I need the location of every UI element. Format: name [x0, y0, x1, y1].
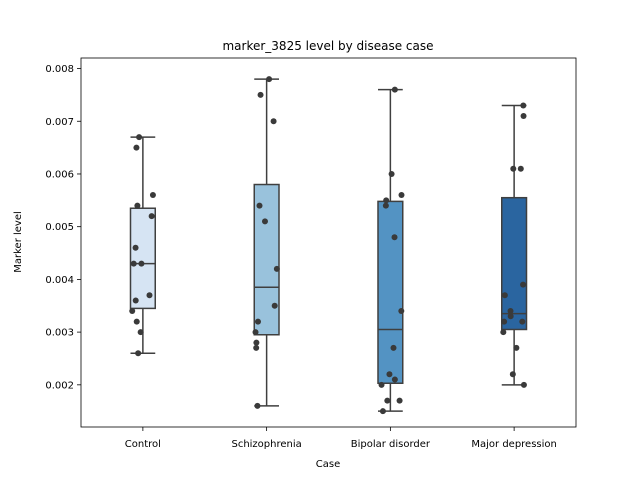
- data-point: [519, 318, 526, 325]
- data-point: [270, 118, 277, 125]
- data-point: [520, 381, 527, 388]
- data-point: [390, 344, 397, 351]
- plot-area: [129, 76, 528, 415]
- data-point: [253, 344, 260, 351]
- y-tick-label: 0.006: [45, 169, 74, 180]
- x-axis-title: Case: [316, 459, 340, 470]
- data-point: [386, 371, 393, 378]
- data-point: [129, 308, 136, 315]
- data-point: [261, 218, 268, 225]
- plot-frame: [80, 57, 577, 428]
- box: [377, 200, 404, 384]
- x-tick-label: Control: [125, 439, 161, 450]
- data-point: [391, 376, 398, 383]
- box: [129, 207, 156, 310]
- box: [253, 183, 280, 336]
- y-tick-label: 0.007: [45, 117, 74, 128]
- data-point: [391, 234, 398, 241]
- data-point: [398, 192, 405, 199]
- data-point: [130, 260, 137, 267]
- data-point: [271, 302, 278, 309]
- data-point: [509, 371, 516, 378]
- box: [501, 196, 528, 331]
- data-point: [520, 102, 527, 109]
- data-point: [253, 339, 260, 346]
- data-point: [257, 91, 264, 98]
- data-point: [134, 202, 141, 209]
- data-point: [252, 329, 259, 336]
- data-point: [149, 192, 156, 199]
- data-point: [138, 260, 145, 267]
- data-point: [133, 144, 140, 151]
- data-point: [135, 350, 142, 357]
- axes: Control Schizophrenia Bipolar disorder Majo…: [45, 57, 577, 450]
- data-point: [396, 397, 403, 404]
- y-tick-label: 0.002: [45, 380, 74, 391]
- y-tick-label: 0.005: [45, 222, 74, 233]
- data-point: [500, 329, 507, 336]
- data-point: [254, 402, 261, 409]
- data-point: [256, 202, 263, 209]
- data-point: [382, 202, 389, 209]
- data-point: [132, 297, 139, 304]
- data-point: [398, 308, 405, 315]
- data-point: [146, 292, 153, 299]
- data-point: [132, 244, 139, 251]
- data-point: [384, 397, 391, 404]
- data-point: [517, 165, 524, 172]
- box-group-schizophrenia: [252, 76, 280, 409]
- data-point: [391, 86, 398, 93]
- data-point: [379, 408, 386, 415]
- data-point: [513, 344, 520, 351]
- x-tick-label: Schizophrenia: [231, 439, 301, 450]
- data-point: [136, 134, 143, 141]
- box-group-control: [129, 134, 156, 357]
- x-tick-label: Bipolar disorder: [351, 439, 431, 450]
- data-point: [148, 213, 155, 220]
- data-point: [133, 318, 140, 325]
- data-point: [510, 165, 517, 172]
- box-group-bipolar-disorder: [377, 86, 405, 415]
- data-point: [520, 112, 527, 119]
- data-point: [507, 313, 514, 320]
- data-point: [378, 381, 385, 388]
- chart-title: marker_3825 level by disease case: [222, 39, 433, 53]
- data-point: [507, 308, 514, 315]
- data-point: [501, 318, 508, 325]
- data-point: [383, 197, 390, 204]
- data-point: [520, 281, 527, 288]
- data-point: [388, 170, 395, 177]
- data-point: [501, 292, 508, 299]
- box-group-major-depression: [500, 102, 528, 388]
- data-point: [137, 329, 144, 336]
- y-tick-label: 0.003: [45, 328, 74, 339]
- data-point: [266, 76, 273, 83]
- x-tick-label: Major depression: [471, 439, 557, 450]
- y-axis-title: Marker level: [13, 211, 24, 273]
- y-tick-label: 0.004: [45, 275, 74, 286]
- data-point: [273, 265, 280, 272]
- data-point: [254, 318, 261, 325]
- y-tick-label: 0.008: [45, 64, 74, 75]
